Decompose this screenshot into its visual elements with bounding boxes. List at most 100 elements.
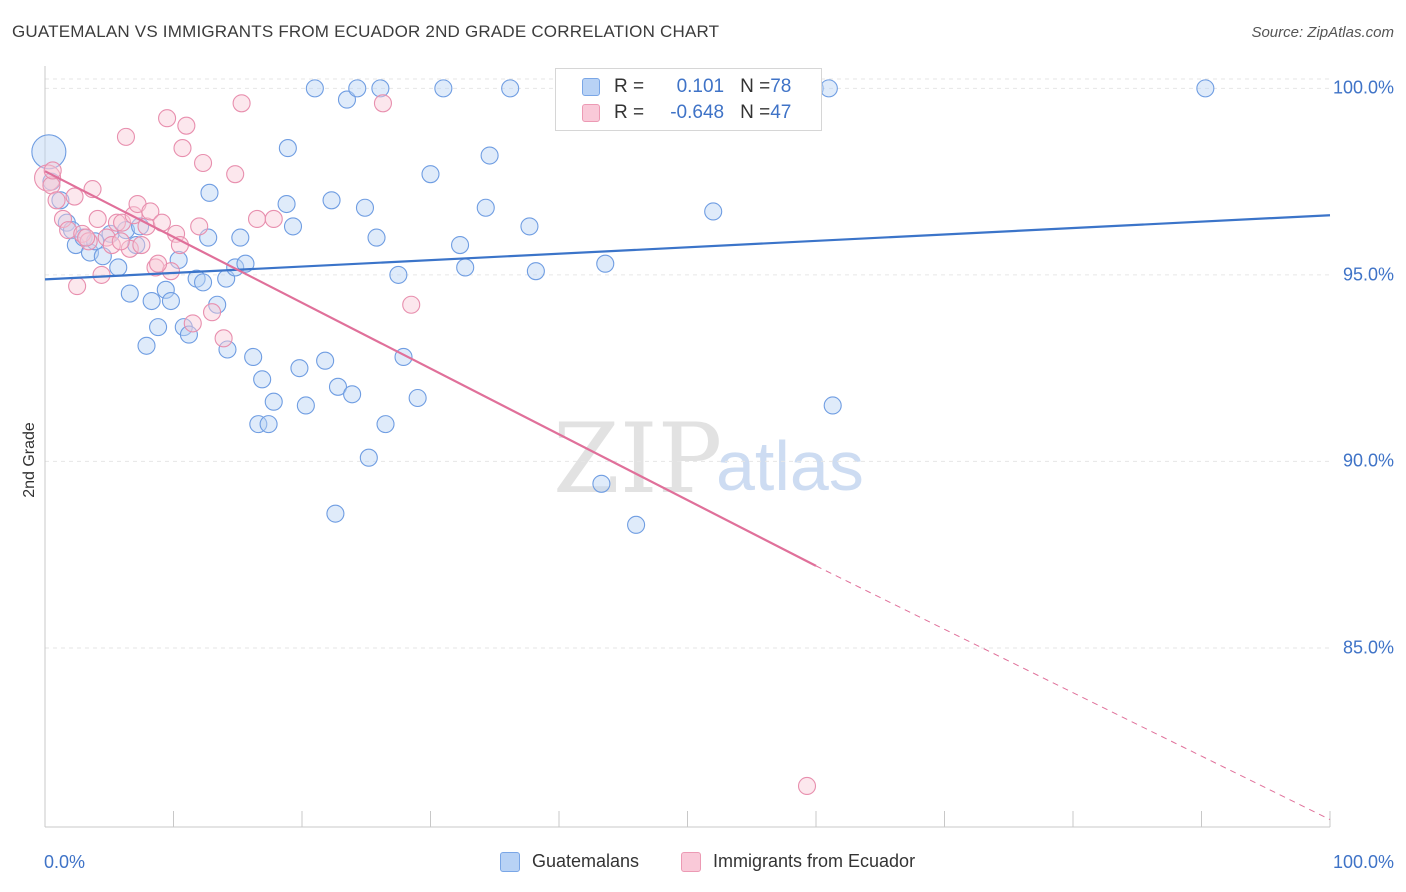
data-point [376, 415, 395, 434]
data-point [1196, 79, 1215, 98]
data-point [277, 194, 296, 214]
data-point [259, 415, 278, 434]
y-tick-label: 95.0% [1342, 264, 1394, 285]
source-label: Source: ZipAtlas.com [1251, 24, 1394, 41]
data-point [819, 79, 838, 98]
data-point [501, 79, 520, 98]
data-point [236, 254, 255, 273]
data-point [278, 139, 297, 158]
y-tick-label: 100.0% [1332, 77, 1394, 98]
legend-swatch-pink [582, 104, 600, 122]
data-point [88, 209, 107, 228]
y-tick-label: 90.0% [1342, 450, 1394, 471]
data-point [596, 254, 615, 273]
data-point [480, 146, 499, 165]
data-point [456, 258, 475, 277]
data-point [264, 209, 283, 228]
data-point [402, 295, 421, 314]
data-point [194, 153, 213, 173]
data-point [520, 217, 539, 236]
watermark-atlas: atlas [716, 427, 864, 505]
data-point [120, 239, 139, 258]
data-point [290, 359, 309, 378]
legend-item-ecuador[interactable]: Immigrants from Ecuador [681, 851, 915, 872]
data-point [132, 236, 151, 255]
x-tick-label-max: 100.0% [1332, 852, 1394, 872]
data-point [77, 228, 96, 247]
data-point [264, 392, 283, 411]
data-point [194, 273, 213, 292]
data-point [526, 262, 545, 281]
legend-label: Immigrants from Ecuador [713, 851, 916, 871]
r-value: -0.648 [670, 102, 725, 123]
data-point [408, 388, 427, 408]
data-point [190, 217, 209, 236]
data-point [389, 265, 408, 284]
data-point [797, 776, 817, 796]
n-value: 78 [770, 76, 792, 97]
data-point [421, 165, 440, 184]
data-point [214, 329, 233, 348]
x-tick-label-min: 0.0% [44, 852, 86, 872]
data-point [359, 448, 378, 467]
data-point [183, 314, 202, 333]
data-point [231, 228, 250, 247]
data-point [161, 291, 180, 311]
data-point [627, 515, 646, 534]
trend-lines [44, 170, 1331, 820]
data-point [31, 134, 67, 170]
legend-swatch-blue [582, 78, 600, 96]
data-point [203, 303, 222, 322]
data-point [102, 236, 121, 255]
data-point [51, 191, 70, 210]
data-point [305, 79, 324, 98]
data-point [343, 385, 362, 404]
data-point [177, 116, 196, 135]
r-label: R = [614, 76, 645, 97]
r-value: 0.101 [676, 76, 725, 97]
stats-row-guatemalans: R = 0.101 N = 78 [582, 74, 791, 100]
data-point [367, 228, 386, 247]
data-point [371, 79, 390, 98]
data-point [158, 109, 177, 128]
data-point [355, 198, 375, 217]
trend-line-ecuador-extrapolated [815, 565, 1331, 820]
data-point [232, 94, 251, 113]
y-tick-label: 85.0% [1342, 637, 1394, 658]
data-point [142, 291, 161, 311]
data-point [65, 187, 84, 206]
stats-legend: R = 0.101 N = 78 R = -0.648 N = 47 [555, 68, 822, 131]
watermark-zip: ZIP [553, 403, 722, 515]
data-point [322, 191, 341, 210]
data-point [92, 265, 111, 284]
legend-swatch-pink [681, 851, 701, 872]
data-point [218, 340, 237, 359]
data-point [592, 474, 611, 493]
data-point [109, 258, 128, 277]
data-point [53, 209, 73, 228]
data-point [120, 284, 139, 303]
n-label: N = [740, 102, 771, 123]
axes [44, 66, 1331, 828]
data-point [141, 202, 160, 221]
series-guatemalans [31, 79, 1215, 534]
data-point [337, 90, 357, 109]
data-point [137, 336, 156, 355]
data-point [451, 236, 470, 255]
n-value: 47 [770, 102, 792, 123]
data-point [244, 347, 263, 367]
series-immigrants-from-ecuador [34, 94, 817, 796]
data-point [283, 217, 303, 236]
chart-title: GUATEMALAN VS IMMIGRANTS FROM ECUADOR 2N… [12, 22, 720, 41]
r-label: R = [614, 102, 645, 123]
data-point [111, 232, 130, 251]
data-point [476, 198, 495, 217]
data-point [173, 139, 192, 158]
legend-item-guatemalans[interactable]: Guatemalans [500, 851, 639, 872]
data-point [823, 396, 842, 415]
data-point [149, 318, 168, 337]
data-point [107, 213, 127, 232]
data-point [179, 325, 198, 344]
trend-line-guatemalans [44, 214, 1331, 281]
